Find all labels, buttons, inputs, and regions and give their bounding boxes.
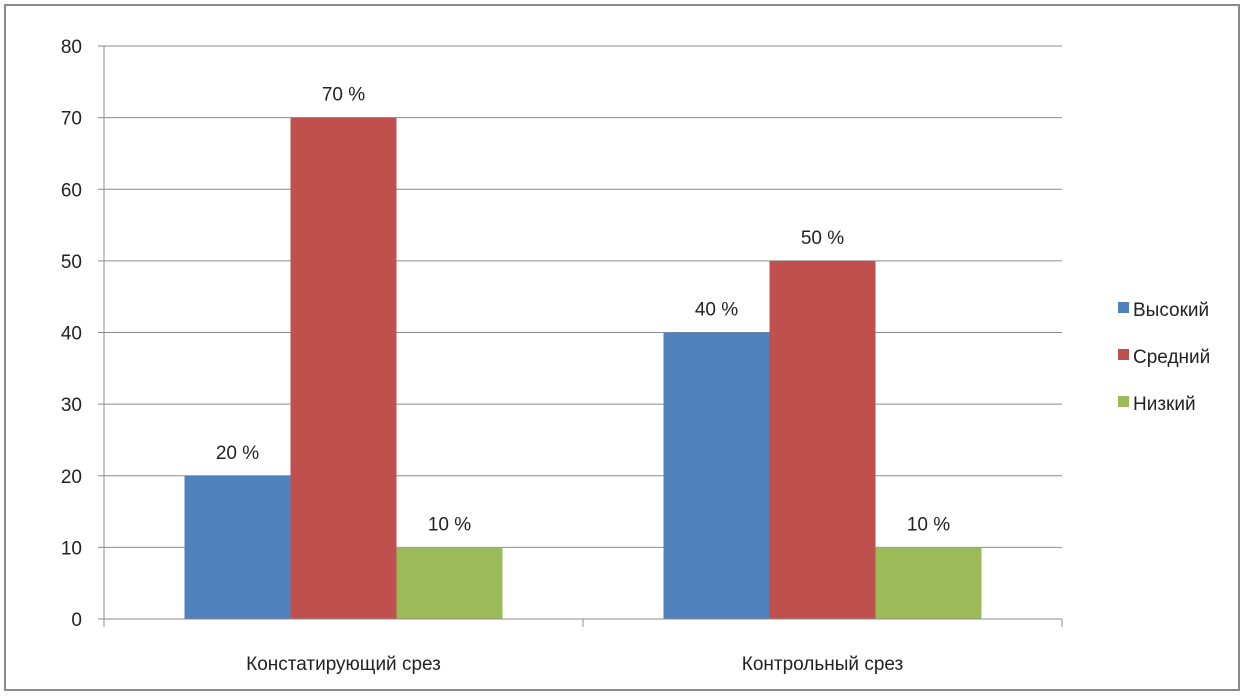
- data-labels: 20 % 70 % 10 % 40 % 50 % 10 %: [216, 85, 950, 536]
- y-tick-label: 0: [71, 610, 82, 631]
- bar: [875, 547, 982, 619]
- bar: [769, 260, 876, 619]
- y-tick-label: 20: [61, 467, 82, 488]
- data-label: 40 %: [695, 300, 738, 321]
- x-axis-categories: Констатирующий срез Контрольный срез: [246, 654, 903, 675]
- y-tick-label: 10: [61, 538, 82, 559]
- legend-label: Средний: [1133, 347, 1210, 368]
- bars: [184, 117, 982, 619]
- data-label: 70 %: [322, 85, 365, 106]
- y-tick-label: 30: [61, 395, 82, 416]
- bar: [290, 117, 397, 619]
- legend: Высокий Средний Низкий: [1118, 300, 1210, 415]
- legend-swatch: [1118, 302, 1129, 313]
- legend-label: Высокий: [1133, 300, 1209, 321]
- data-label: 10 %: [428, 514, 471, 535]
- legend-swatch: [1118, 396, 1129, 407]
- data-label: 20 %: [216, 443, 259, 464]
- y-tick-label: 50: [61, 252, 82, 273]
- bar: [396, 547, 503, 619]
- data-label: 50 %: [801, 228, 844, 249]
- y-axis-ticks: 0 10 20 30 40 50 60 70 80: [61, 37, 82, 631]
- bar: [184, 475, 291, 619]
- bar: [663, 332, 770, 619]
- x-category-label: Констатирующий срез: [246, 654, 441, 675]
- y-tick-label: 60: [61, 180, 82, 201]
- y-tick-label: 40: [61, 324, 82, 345]
- legend-swatch: [1118, 349, 1129, 360]
- y-tick-label: 80: [61, 37, 82, 58]
- data-label: 10 %: [907, 514, 950, 535]
- y-tick-label: 70: [61, 109, 82, 130]
- legend-label: Низкий: [1133, 394, 1196, 415]
- axes: [98, 45, 1063, 627]
- gridlines: [104, 45, 1062, 548]
- x-category-label: Контрольный срез: [742, 654, 904, 675]
